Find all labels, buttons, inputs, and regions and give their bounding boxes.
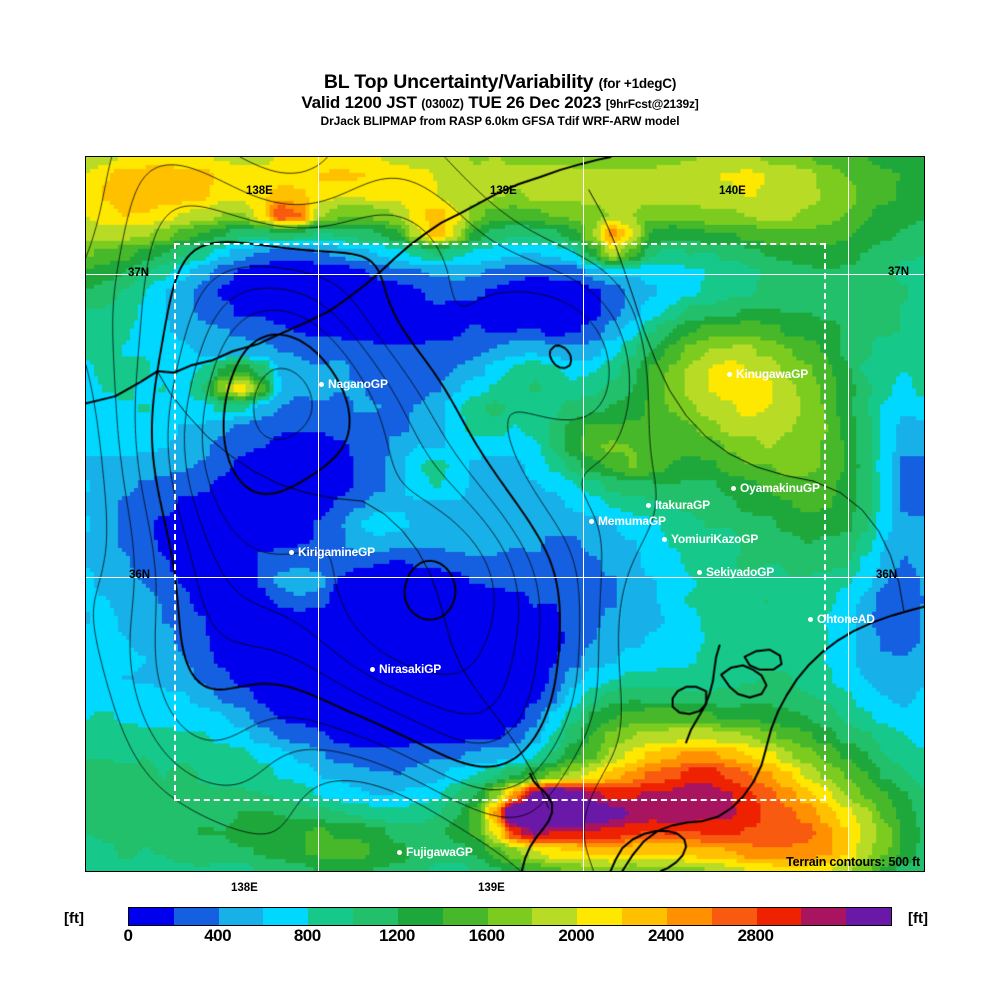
station-marker[interactable]: MemumaGP bbox=[589, 514, 666, 528]
valid-prefix: Valid 1200 JST bbox=[301, 93, 417, 113]
lat-label-left-37N: 37N bbox=[128, 267, 150, 279]
station-marker[interactable]: ItakuraGP bbox=[646, 498, 710, 512]
colorbar-unit-right: [ft] bbox=[908, 910, 928, 927]
colorbar-tick: 2000 bbox=[558, 926, 595, 945]
colorbar-tick: 1200 bbox=[379, 926, 415, 945]
colorbar-segment bbox=[263, 908, 309, 925]
subdomain-boundary-box bbox=[174, 243, 826, 801]
colorbar-segment bbox=[218, 908, 264, 925]
colorbar-tick: 2400 bbox=[647, 926, 684, 945]
colorbar-segment bbox=[846, 908, 892, 925]
station-marker[interactable]: KinugawaGP bbox=[727, 367, 808, 381]
station-marker[interactable]: OhtoneAD bbox=[808, 612, 875, 626]
station-label: FujigawaGP bbox=[406, 845, 473, 859]
station-dot-icon bbox=[731, 485, 736, 491]
station-dot-icon bbox=[370, 666, 375, 672]
station-label: KinugawaGP bbox=[736, 367, 809, 381]
station-label: OhtoneAD bbox=[817, 612, 875, 626]
station-label: KirigamineGP bbox=[298, 545, 375, 559]
colorbar-legend: [ft] 0 400 800 1200 1600 2000 2400 2800 [ft] bbox=[0, 900, 1000, 960]
terrain-contour-note: Terrain contours: 500 ft bbox=[786, 855, 920, 869]
station-marker[interactable]: YomiuriKazoGP bbox=[662, 532, 758, 546]
colorbar-segment bbox=[666, 908, 712, 925]
colorbar-tick: 2800 bbox=[737, 926, 774, 945]
meridian-138E bbox=[318, 157, 320, 871]
station-label: ItakuraGP bbox=[655, 498, 710, 512]
colorbar-segment bbox=[308, 908, 354, 925]
colorbar-segment bbox=[487, 908, 533, 925]
station-label: SekiyadoGP bbox=[706, 565, 775, 579]
station-marker[interactable]: SekiyadoGP bbox=[697, 565, 774, 579]
lon-label-bottom-138E: 138E bbox=[231, 882, 258, 894]
colorbar-segment bbox=[353, 908, 398, 925]
colorbar-segment bbox=[801, 908, 847, 925]
page-title: BL Top Uncertainty/Variability (for +1de… bbox=[0, 72, 1000, 92]
station-dot-icon bbox=[646, 502, 651, 508]
station-marker[interactable]: FujigawaGP bbox=[397, 845, 473, 859]
colorbar-tick: 800 bbox=[293, 926, 321, 945]
lon-label-top-138E: 138E bbox=[246, 185, 273, 197]
station-label: NaganoGP bbox=[328, 377, 388, 391]
station-label: MemumaGP bbox=[598, 514, 666, 528]
forecast-tag: [9hrFcst@2139z] bbox=[605, 97, 699, 112]
valid-date: TUE 26 Dec 2023 bbox=[468, 93, 602, 113]
station-dot-icon bbox=[289, 549, 294, 555]
station-label: NirasakiGP bbox=[379, 662, 442, 676]
weather-raster-layer bbox=[86, 157, 924, 871]
colorbar-tick-labels: 0 400 800 1200 1600 2000 2400 2800 bbox=[124, 926, 890, 950]
station-marker[interactable]: KirigamineGP bbox=[289, 545, 375, 559]
colorbar-segment bbox=[173, 908, 219, 925]
colorbar-segment bbox=[756, 908, 802, 925]
colorbar-swatches[interactable] bbox=[128, 907, 892, 926]
valid-z: (0300Z) bbox=[421, 97, 464, 112]
title-main-text: BL Top Uncertainty/Variability bbox=[323, 71, 594, 93]
colorbar-segment bbox=[397, 908, 443, 925]
station-label: OyamakinuGP bbox=[740, 481, 820, 495]
colorbar-segment bbox=[442, 908, 488, 925]
title-block: BL Top Uncertainty/Variability (for +1de… bbox=[0, 72, 1000, 128]
colorbar-segment bbox=[129, 908, 174, 925]
model-source-line: DrJack BLIPMAP from RASP 6.0km GFSA Tdif… bbox=[320, 114, 680, 129]
station-dot-icon bbox=[589, 518, 594, 524]
colorbar-tick: 1600 bbox=[468, 926, 505, 945]
colorbar-segment bbox=[622, 908, 667, 925]
colorbar-unit-left: [ft] bbox=[64, 910, 84, 927]
colorbar-tick: 0 bbox=[123, 926, 133, 945]
station-dot-icon bbox=[662, 536, 667, 542]
meridian-140E bbox=[848, 157, 850, 871]
map-panel[interactable]: 138E 139E 140E 37N 36N 36N NaganoGP Kirig… bbox=[85, 156, 925, 872]
lat-label-left-36N: 36N bbox=[129, 569, 151, 581]
lon-label-bottom-139E: 139E bbox=[478, 882, 505, 894]
colorbar-segment bbox=[711, 908, 757, 925]
parallel-36N bbox=[86, 577, 924, 579]
valid-time-line: Valid 1200 JST (0300Z) TUE 26 Dec 2023 [… bbox=[0, 94, 1000, 112]
station-dot-icon bbox=[397, 849, 402, 855]
station-marker[interactable]: NaganoGP bbox=[319, 377, 388, 391]
lon-label-top-139E: 139E bbox=[490, 185, 517, 197]
station-label: YomiuriKazoGP bbox=[671, 532, 759, 546]
station-dot-icon bbox=[808, 616, 813, 622]
lon-label-top-140E: 140E bbox=[719, 185, 746, 197]
colorbar-tick: 400 bbox=[204, 926, 232, 945]
station-dot-icon bbox=[727, 371, 732, 377]
lat-label-right-37N: 37N bbox=[888, 266, 910, 278]
station-dot-icon bbox=[319, 381, 324, 387]
lat-label-right-36N: 36N bbox=[876, 569, 898, 581]
station-dot-icon bbox=[697, 569, 702, 575]
colorbar-segment bbox=[532, 908, 578, 925]
station-marker[interactable]: OyamakinuGP bbox=[731, 481, 820, 495]
meridian-139E bbox=[583, 157, 585, 871]
colorbar-segment bbox=[577, 908, 623, 925]
station-marker[interactable]: NirasakiGP bbox=[370, 662, 441, 676]
title-main-suffix: (for +1degC) bbox=[598, 76, 677, 91]
parallel-37N bbox=[86, 274, 924, 276]
